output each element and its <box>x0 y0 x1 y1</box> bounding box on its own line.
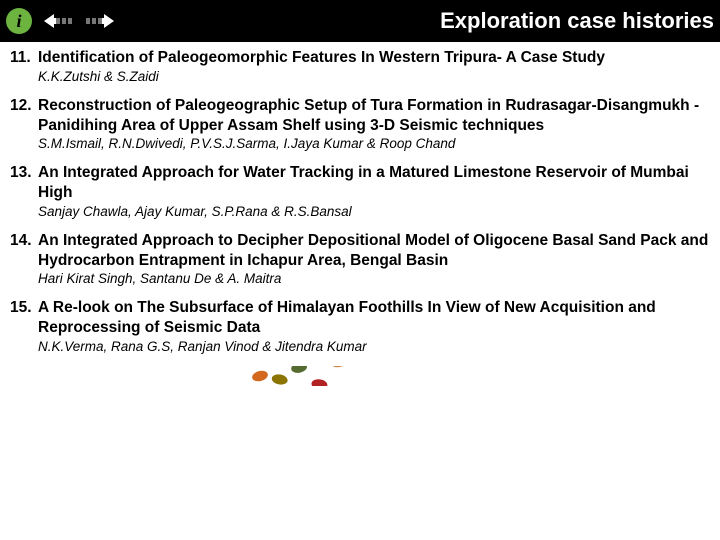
entry-title: 12. Reconstruction of Paleogeographic Se… <box>10 96 710 136</box>
list-item: 12. Reconstruction of Paleogeographic Se… <box>10 96 710 154</box>
footer-decoration <box>10 366 710 390</box>
entry-text: An Integrated Approach to Decipher Depos… <box>38 231 710 271</box>
entry-text: Reconstruction of Paleogeographic Setup … <box>38 96 710 136</box>
entry-number: 13. <box>10 163 38 203</box>
content-area: 11. Identification of Paleogeomorphic Fe… <box>0 42 720 390</box>
entry-text: A Re-look on The Subsurface of Himalayan… <box>38 298 710 338</box>
entry-authors: N.K.Verma, Rana G.S, Ranjan Vinod & Jite… <box>38 339 710 356</box>
entry-authors: S.M.Ismail, R.N.Dwivedi, P.V.S.J.Sarma, … <box>38 136 710 153</box>
list-item: 13. An Integrated Approach for Water Tra… <box>10 163 710 221</box>
info-icon[interactable]: i <box>6 8 32 34</box>
arrow-left-icon[interactable] <box>44 14 78 28</box>
list-item: 14. An Integrated Approach to Decipher D… <box>10 231 710 289</box>
entry-number: 12. <box>10 96 38 136</box>
nav-arrows <box>44 14 114 28</box>
entry-authors: Hari Kirat Singh, Santanu De & A. Maitra <box>38 271 710 288</box>
entry-authors: K.K.Zutshi & S.Zaidi <box>38 69 710 86</box>
entry-text: An Integrated Approach for Water Trackin… <box>38 163 710 203</box>
entry-number: 11. <box>10 48 38 68</box>
entry-title: 11. Identification of Paleogeomorphic Fe… <box>10 48 710 68</box>
entry-number: 14. <box>10 231 38 271</box>
page-title: Exploration case histories <box>440 8 714 34</box>
entry-authors: Sanjay Chawla, Ajay Kumar, S.P.Rana & R.… <box>38 204 710 221</box>
list-item: 11. Identification of Paleogeomorphic Fe… <box>10 48 710 86</box>
list-item: 15. A Re-look on The Subsurface of Himal… <box>10 298 710 356</box>
entry-title: 15. A Re-look on The Subsurface of Himal… <box>10 298 710 338</box>
info-glyph: i <box>16 11 21 32</box>
entry-title: 14. An Integrated Approach to Decipher D… <box>10 231 710 271</box>
entry-title: 13. An Integrated Approach for Water Tra… <box>10 163 710 203</box>
entry-number: 15. <box>10 298 38 338</box>
header-bar: i Exploration case histories <box>0 0 720 42</box>
arrow-right-icon[interactable] <box>80 14 114 28</box>
entry-text: Identification of Paleogeomorphic Featur… <box>38 48 710 68</box>
